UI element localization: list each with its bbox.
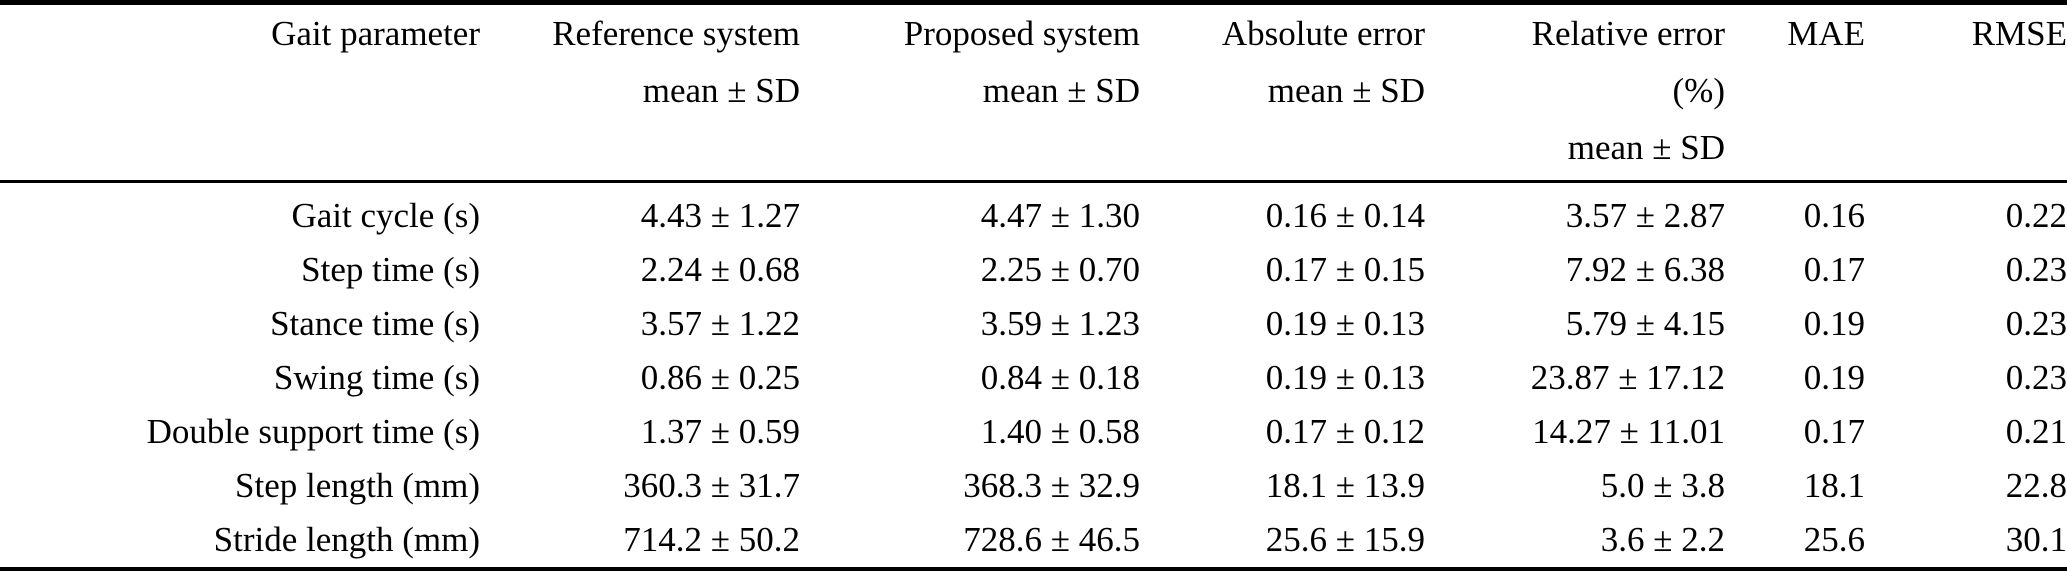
cell-param: Stride length (mm) <box>213 520 480 559</box>
header-label: Absolute error <box>1221 14 1425 53</box>
col-header-reference-system: Reference system mean ± SD <box>480 2 800 183</box>
cell-reference: 4.43 ± 1.27 <box>640 196 800 235</box>
table-row: Step length (mm) 360.3 ± 31.7 368.3 ± 32… <box>0 459 2067 513</box>
cell-relative-error: 3.57 ± 2.87 <box>1565 196 1725 235</box>
cell-relative-error: 7.92 ± 6.38 <box>1565 250 1725 289</box>
cell-relative-error: 23.87 ± 17.12 <box>1530 358 1725 397</box>
header-sublabel: mean ± SD <box>642 71 800 110</box>
cell-reference: 0.86 ± 0.25 <box>640 358 800 397</box>
cell-mae: 0.17 <box>1803 412 1865 451</box>
cell-relative-error: 3.6 ± 2.2 <box>1600 520 1725 559</box>
cell-mae: 18.1 <box>1803 466 1865 505</box>
cell-proposed: 2.25 ± 0.70 <box>980 250 1140 289</box>
cell-absolute-error: 0.17 ± 0.12 <box>1265 412 1425 451</box>
cell-reference: 3.57 ± 1.22 <box>640 304 800 343</box>
col-header-absolute-error: Absolute error mean ± SD <box>1140 2 1425 183</box>
table-row: Step time (s) 2.24 ± 0.68 2.25 ± 0.70 0.… <box>0 243 2067 297</box>
cell-param: Step length (mm) <box>235 466 480 505</box>
cell-rmse: 0.21 <box>2005 412 2067 451</box>
cell-proposed: 1.40 ± 0.58 <box>980 412 1140 451</box>
header-label: MAE <box>1787 14 1865 53</box>
table-row: Gait cycle (s) 4.43 ± 1.27 4.47 ± 1.30 0… <box>0 182 2067 244</box>
table-row: Stride length (mm) 714.2 ± 50.2 728.6 ± … <box>0 513 2067 569</box>
cell-param: Swing time (s) <box>273 358 480 397</box>
header-label: Gait parameter <box>271 14 480 53</box>
cell-rmse: 22.8 <box>2005 466 2067 505</box>
table-row: Double support time (s) 1.37 ± 0.59 1.40… <box>0 405 2067 459</box>
header-row: Gait parameter Reference system mean ± S… <box>0 2 2067 183</box>
cell-absolute-error: 0.17 ± 0.15 <box>1265 250 1425 289</box>
cell-mae: 25.6 <box>1803 520 1865 559</box>
cell-proposed: 3.59 ± 1.23 <box>980 304 1140 343</box>
cell-absolute-error: 0.19 ± 0.13 <box>1265 304 1425 343</box>
cell-relative-error: 5.79 ± 4.15 <box>1565 304 1725 343</box>
cell-relative-error: 14.27 ± 11.01 <box>1532 412 1725 451</box>
col-header-gait-parameter: Gait parameter <box>0 2 480 183</box>
cell-rmse: 0.22 <box>2005 196 2067 235</box>
cell-mae: 0.19 <box>1803 358 1865 397</box>
header-sublabel: mean ± SD <box>982 71 1140 110</box>
cell-proposed: 0.84 ± 0.18 <box>980 358 1140 397</box>
cell-reference: 714.2 ± 50.2 <box>623 520 800 559</box>
header-label: Relative error <box>1531 14 1725 53</box>
cell-rmse: 0.23 <box>2005 250 2067 289</box>
table-header: Gait parameter Reference system mean ± S… <box>0 2 2067 183</box>
table-row: Swing time (s) 0.86 ± 0.25 0.84 ± 0.18 0… <box>0 351 2067 405</box>
cell-mae: 0.17 <box>1803 250 1865 289</box>
cell-rmse: 0.23 <box>2005 358 2067 397</box>
cell-relative-error: 5.0 ± 3.8 <box>1600 466 1725 505</box>
cell-reference: 2.24 ± 0.68 <box>640 250 800 289</box>
cell-param: Gait cycle (s) <box>291 196 480 235</box>
header-label: RMSE <box>1971 14 2067 53</box>
cell-rmse: 0.23 <box>2005 304 2067 343</box>
cell-proposed: 728.6 ± 46.5 <box>963 520 1140 559</box>
header-sublabel-percent: (%) <box>1672 71 1725 110</box>
header-label: Reference system <box>552 14 800 53</box>
cell-proposed: 4.47 ± 1.30 <box>980 196 1140 235</box>
cell-mae: 0.19 <box>1803 304 1865 343</box>
cell-mae: 0.16 <box>1803 196 1865 235</box>
col-header-rmse: RMSE <box>1865 2 2067 183</box>
header-label: Proposed system <box>903 14 1140 53</box>
cell-proposed: 368.3 ± 32.9 <box>963 466 1140 505</box>
cell-absolute-error: 0.16 ± 0.14 <box>1265 196 1425 235</box>
cell-reference: 360.3 ± 31.7 <box>623 466 800 505</box>
header-sublabel: mean ± SD <box>1267 71 1425 110</box>
col-header-proposed-system: Proposed system mean ± SD <box>800 2 1140 183</box>
col-header-mae: MAE <box>1725 2 1865 183</box>
cell-absolute-error: 25.6 ± 15.9 <box>1265 520 1425 559</box>
cell-absolute-error: 0.19 ± 0.13 <box>1265 358 1425 397</box>
table-body: Gait cycle (s) 4.43 ± 1.27 4.47 ± 1.30 0… <box>0 182 2067 570</box>
cell-reference: 1.37 ± 0.59 <box>640 412 800 451</box>
header-sublabel: mean ± SD <box>1567 128 1725 167</box>
cell-param: Step time (s) <box>301 250 480 289</box>
cell-param: Double support time (s) <box>146 412 480 451</box>
cell-rmse: 30.1 <box>2005 520 2067 559</box>
col-header-relative-error: Relative error (%) mean ± SD <box>1425 2 1725 183</box>
cell-absolute-error: 18.1 ± 13.9 <box>1265 466 1425 505</box>
cell-param: Stance time (s) <box>270 304 480 343</box>
table-row: Stance time (s) 3.57 ± 1.22 3.59 ± 1.23 … <box>0 297 2067 351</box>
